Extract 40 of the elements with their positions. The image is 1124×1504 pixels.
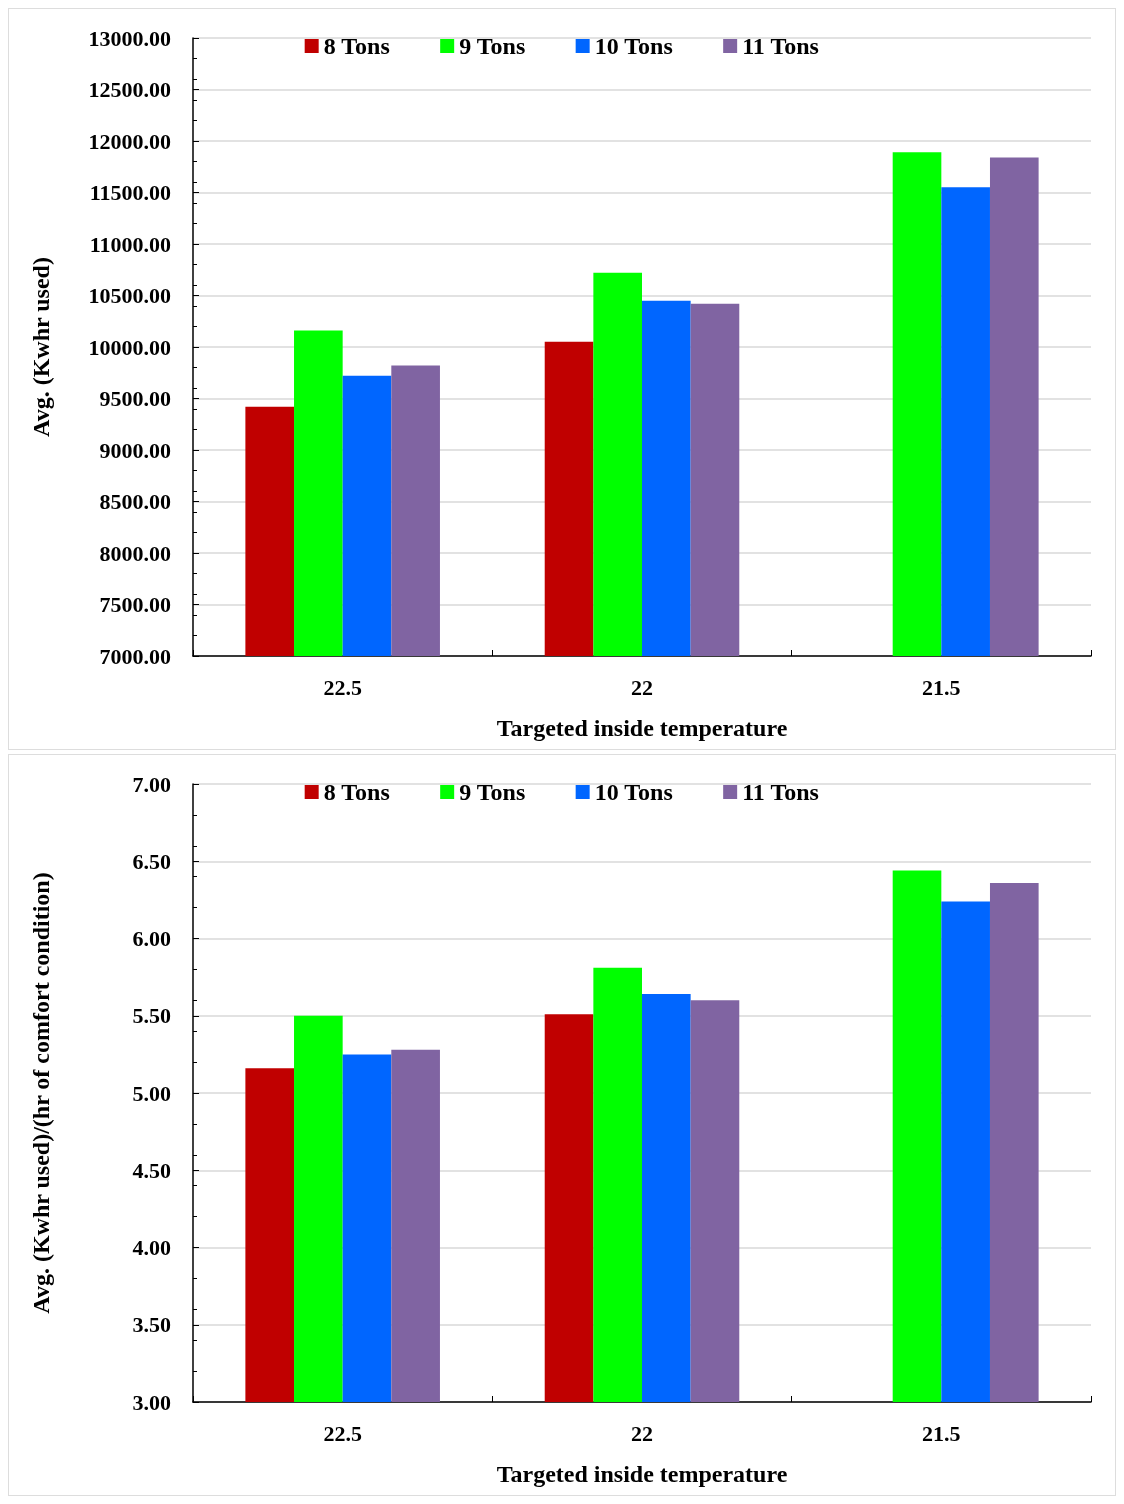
y-tick-label: 7000.00 [99,643,171,669]
legend-label: 9 Tons [459,779,526,805]
legend-label: 11 Tons [742,779,819,805]
legend-label: 10 Tons [594,33,673,59]
y-tick-label: 5.00 [132,1080,171,1106]
y-tick-label: 4.00 [132,1235,171,1260]
x-axis-title: Targeted inside temperature [496,715,788,741]
x-axis-title: Targeted inside temperature [496,1461,788,1487]
legend-label: 10 Tons [594,779,673,805]
x-tick-label: 21.5 [922,1420,961,1446]
legend-label: 8 Tons [323,779,390,805]
y-tick-label: 6.50 [132,848,171,874]
y-tick-label: 8000.00 [99,540,171,566]
y-tick-label: 5.50 [132,1003,171,1029]
y-tick-label: 12500.00 [88,77,171,102]
y-tick-label: 12000.00 [88,128,171,154]
legend-label: 8 Tons [323,33,390,59]
y-tick-label: 7500.00 [99,592,171,617]
y-axis-title: Avg. (Kwhr used) [28,257,54,437]
x-tick-label: 22 [631,674,653,700]
y-tick-label: 3.00 [132,1389,171,1415]
y-tick-label: 10000.00 [88,334,171,360]
x-tick-label: 21.5 [922,674,961,700]
x-tick-label: 22.5 [323,1420,362,1446]
y-tick-label: 7.00 [132,771,171,797]
y-tick-label: 11500.00 [89,180,171,205]
y-tick-label: 6.00 [132,926,171,951]
y-tick-label: 8500.00 [99,489,171,514]
y-axis-title: Avg. (Kwhr used)/(hr of comfort condition) [28,872,54,1314]
x-tick-label: 22 [631,1420,653,1446]
y-tick-label: 11000.00 [89,231,171,257]
y-tick-label: 10500.00 [88,283,171,308]
y-tick-label: 13000.00 [88,25,171,51]
y-tick-label: 4.50 [132,1157,171,1183]
y-tick-label: 3.50 [132,1312,171,1338]
x-tick-label: 22.5 [323,674,362,700]
legend-label: 9 Tons [459,33,526,59]
y-tick-label: 9500.00 [99,386,171,411]
y-tick-label: 9000.00 [99,437,171,463]
legend-label: 11 Tons [742,33,819,59]
